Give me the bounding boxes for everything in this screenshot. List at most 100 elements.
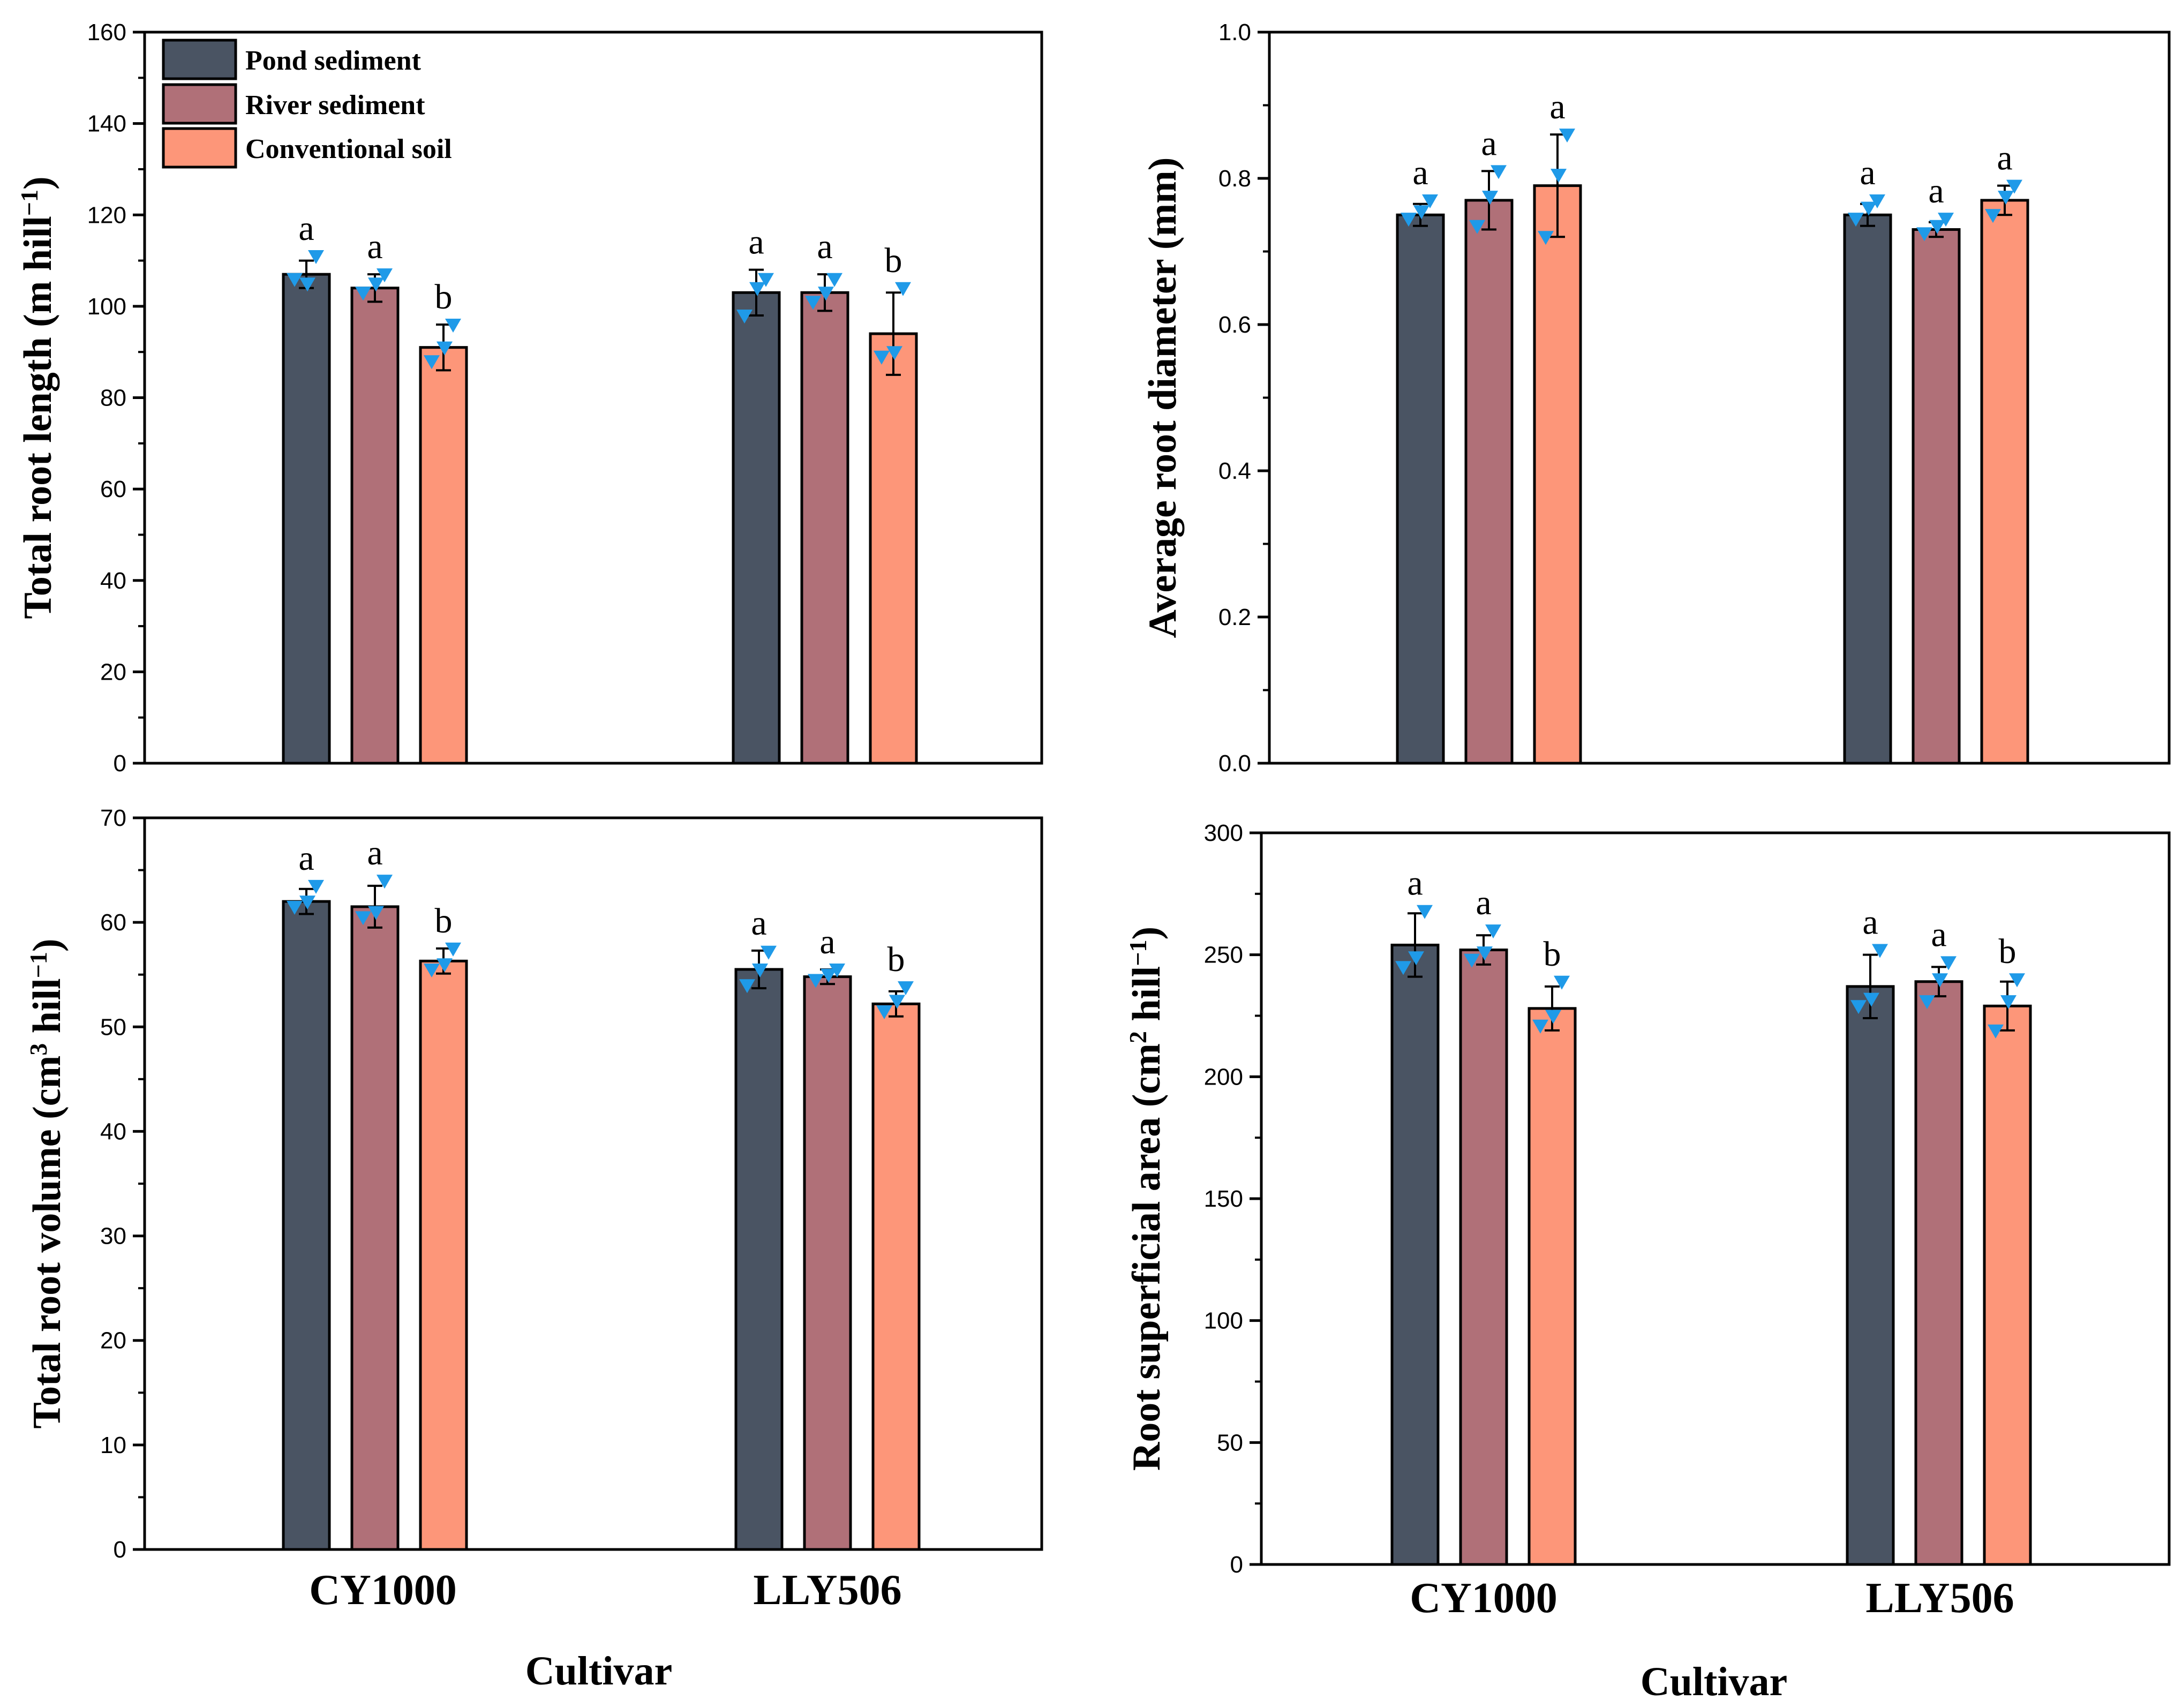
data-point-pond-cy1000 [287,900,303,915]
data-point-conventional-cy1000 [1554,975,1570,990]
data-point-river-lly506 [818,287,834,301]
y-tick-label: 60 [100,476,126,502]
data-point-river-cy1000 [1485,924,1501,939]
data-point-pond-cy1000 [308,250,324,265]
data-point-pond-lly506 [761,945,777,960]
data-point-conventional-cy1000 [1551,169,1567,183]
data-point-conventional-cy1000 [1532,1019,1548,1034]
y-tick-label: 1.0 [1218,19,1251,46]
data-point-pond-cy1000 [1408,951,1424,966]
y-tick-label: 0.6 [1218,312,1251,338]
data-point-conventional-cy1000 [445,942,461,957]
data-point-river-cy1000 [355,287,371,301]
chart-panel-top-right: a a a a a a 0.0 0.2 0.4 0.6 0.8 1.0 Average root dia… [1141,19,2171,777]
significance-letter-conventional-lly506: b [1999,932,2017,971]
y-tick-label: 40 [100,568,126,594]
bar-river-cy1000 [1464,199,1514,765]
legend-label-river: River sediment [245,90,425,121]
data-point-conventional-lly506 [898,981,914,996]
y-tick-label: 70 [100,805,126,831]
data-point-pond-lly506 [1869,194,1885,208]
bar-pond-cy1000 [1396,213,1445,765]
data-point-river-cy1000 [1469,220,1485,234]
data-point-pond-lly506 [752,963,768,977]
data-point-conventional-lly506 [2006,179,2022,194]
bar-conventional-cy1000 [419,346,468,765]
significance-letter-river-cy1000: a [1476,883,1491,922]
bar-river-lly506 [1914,980,1963,1566]
bar-river-cy1000 [1459,949,1508,1566]
chart-panel-top-left: a a a a b b 0 20 40 60 80 100 120 140 160 Total root le… [16,19,1043,777]
y-tick-label: 160 [87,19,126,46]
bar-pond-cy1000 [282,273,331,765]
bar-pond-cy1000 [1390,943,1440,1566]
data-point-river-lly506 [1916,227,1932,242]
data-point-pond-lly506 [758,273,774,287]
data-point-river-lly506 [805,296,821,310]
y-tick-label: 60 [100,909,126,936]
y-tick-label: 30 [100,1223,126,1250]
data-point-pond-lly506 [1848,213,1864,227]
bar-river-cy1000 [350,287,400,765]
data-point-pond-cy1000 [299,277,315,292]
data-point-conventional-cy1000 [437,341,453,356]
y-tick-label: 0.8 [1218,165,1251,192]
x-axis-title-right: Cultivar [1641,1659,1787,1704]
data-point-river-lly506 [1938,213,1954,227]
y-tick-label: 80 [100,385,126,411]
data-point-conventional-cy1000 [424,963,440,977]
bar-conventional-lly506 [1980,199,2029,765]
y-tick-label: 200 [1204,1064,1243,1090]
significance-letter-conventional-lly506: b [887,940,905,979]
y-tick-label: 0.2 [1218,604,1251,630]
data-point-river-cy1000 [355,911,371,926]
data-point-pond-cy1000 [1395,961,1411,975]
bar-conventional-cy1000 [1533,184,1582,765]
y-tick-label: 0 [1230,1552,1243,1578]
bar-conventional-lly506 [1983,1004,2032,1566]
y-tick-label: 0.4 [1218,458,1251,484]
data-point-conventional-lly506 [2000,995,2017,1010]
significance-letter-river-cy1000: a [367,833,382,872]
y-tick-label: 120 [87,202,126,228]
legend: Pond sediment River sediment Conventiona… [162,39,452,169]
data-point-conventional-lly506 [1988,1024,2004,1039]
y-tick-label: 140 [87,111,126,137]
significance-letter-conventional-cy1000: b [435,901,453,940]
bar-river-lly506 [803,975,852,1551]
bar-river-lly506 [800,291,849,765]
data-point-river-lly506 [821,968,837,983]
data-point-conventional-lly506 [1985,209,2001,223]
data-point-pond-cy1000 [1417,905,1433,919]
significance-letter-pond-lly506: a [1860,153,1875,192]
significance-letter-river-lly506: a [1928,171,1944,210]
bar-conventional-lly506 [871,1002,921,1551]
data-point-conventional-cy1000 [1559,129,1575,143]
data-point-conventional-lly506 [895,282,911,296]
y-tick-label: 100 [87,294,126,320]
significance-letter-conventional-lly506: a [1997,139,2012,178]
data-point-river-cy1000 [1491,165,1507,179]
significance-letter-conventional-lly506: b [885,241,902,280]
y-tick-label: 50 [100,1014,126,1040]
y-tick-label: 0.0 [1218,750,1251,777]
data-point-pond-lly506 [736,309,753,323]
bar-conventional-cy1000 [1528,1007,1577,1566]
chart-panel-bottom-left: a a a a b b 0 10 20 30 40 50 60 70 Total root volume (… [25,805,1043,1563]
significance-letter-river-lly506: a [819,922,835,961]
data-point-pond-cy1000 [299,896,315,910]
y-tick-label: 0 [114,1537,126,1563]
y-tick-label: 10 [100,1432,126,1458]
data-point-conventional-lly506 [876,1005,892,1020]
data-point-river-cy1000 [1477,946,1493,961]
data-point-conventional-lly506 [889,995,905,1009]
y-tick-label: 50 [1217,1429,1243,1456]
significance-letter-river-lly506: a [817,227,832,266]
data-point-pond-cy1000 [287,273,303,287]
significance-letter-river-cy1000: a [1481,124,1496,163]
legend-swatch-conventional [162,127,237,169]
data-point-river-lly506 [1940,956,1957,970]
data-point-pond-cy1000 [1413,205,1429,220]
bar-pond-lly506 [734,968,784,1551]
